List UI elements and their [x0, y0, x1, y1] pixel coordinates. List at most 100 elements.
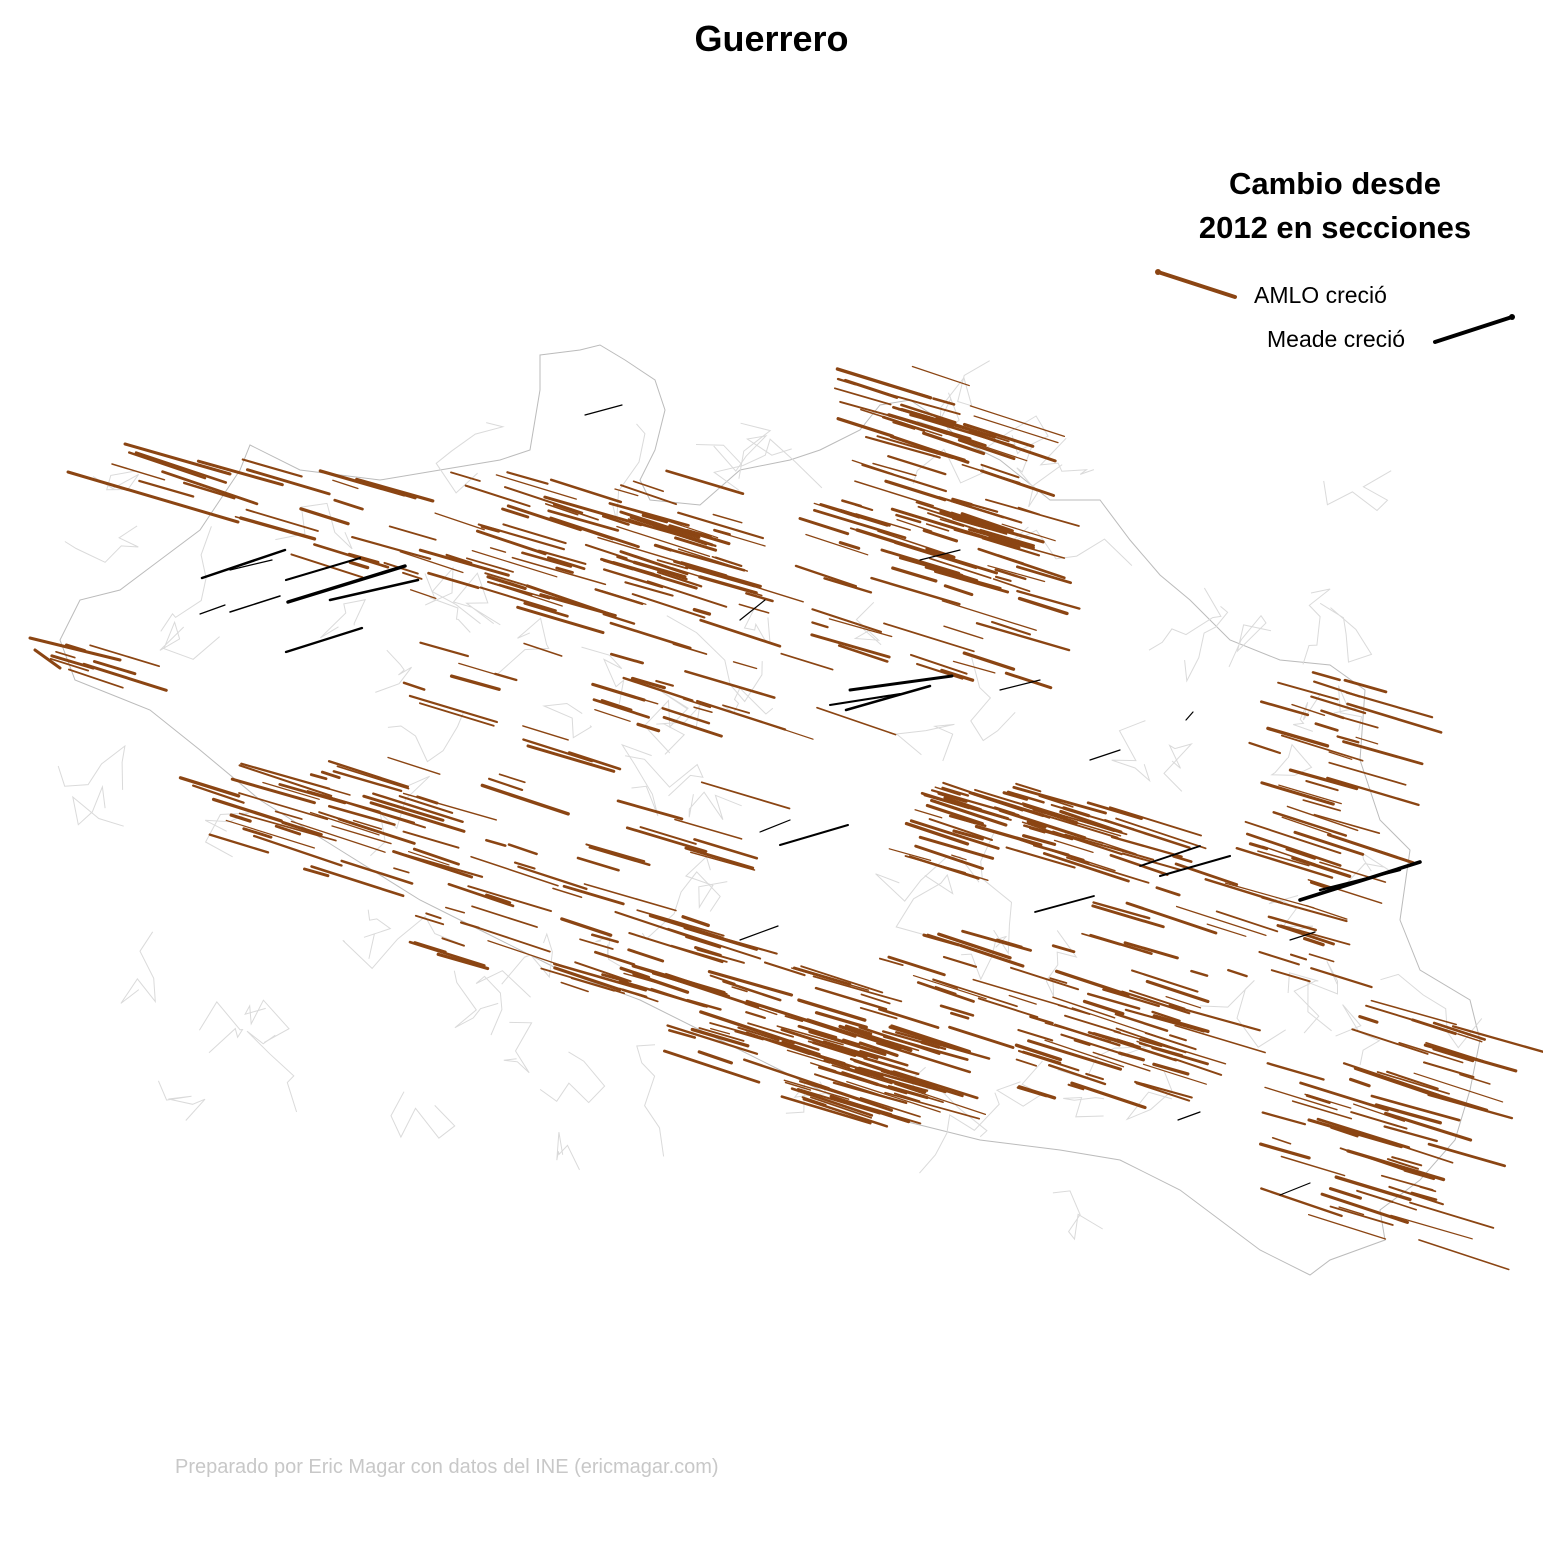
amlo-arrow [943, 584, 974, 597]
amlo-arrow [849, 527, 902, 545]
amlo-arrow [1145, 979, 1210, 1004]
amlo-arrow [994, 568, 1027, 581]
amlo-arrow [694, 946, 722, 957]
section-boundary [625, 755, 704, 797]
amlo-arrow [878, 957, 904, 967]
section-boundary [375, 649, 412, 693]
amlo-arrow [763, 961, 806, 977]
amlo-arrow [880, 1069, 964, 1098]
amlo-arrow [797, 998, 867, 1022]
amlo-arrow [1042, 852, 1130, 883]
amlo-arrow [494, 672, 518, 682]
amlo-arrow [49, 657, 90, 672]
amlo-arrow [681, 915, 710, 928]
amlo-arrow [1338, 1206, 1365, 1216]
meade-arrow [1318, 868, 1402, 892]
legend-amlo-label: AMLO creció [1254, 282, 1387, 308]
credit-note: Preparado por Eric Magar con datos del I… [175, 1456, 719, 1478]
amlo-arrow [911, 365, 970, 387]
amlo-arrow [932, 397, 956, 406]
amlo-arrow [925, 523, 950, 532]
amlo-arrow [425, 912, 442, 920]
amlo-arrow [485, 893, 512, 905]
amlo-arrow [1307, 1213, 1387, 1240]
amlo-arrow [646, 580, 728, 608]
meade-arrow [1158, 854, 1232, 878]
amlo-arrow [619, 510, 701, 539]
amlo-arrow [601, 514, 630, 526]
amlo-arrow [1390, 1214, 1473, 1240]
amlo-arrow [684, 846, 755, 870]
amlo-arrow [1351, 1028, 1429, 1055]
section-boundary [1163, 743, 1193, 792]
meade-arrow [229, 559, 273, 571]
legend-meade-label: Meade creció [1267, 326, 1406, 352]
amlo-arrow [1134, 1080, 1193, 1099]
section-boundary [1111, 720, 1151, 783]
amlo-arrow [332, 770, 403, 793]
amlo-arrow [470, 855, 559, 887]
amlo-arrow [942, 955, 978, 968]
amlo-arrow [402, 571, 423, 580]
amlo-arrow [337, 817, 416, 845]
amlo-arrow [418, 702, 495, 727]
amlo-arrow [700, 781, 791, 810]
amlo-arrow [1288, 768, 1359, 791]
amlo-arrow [1277, 681, 1339, 701]
amlo-arrow [560, 917, 613, 937]
legend-amlo-key [1156, 270, 1237, 299]
amlo-arrow [1092, 901, 1151, 920]
amlo-arrow [860, 408, 943, 437]
amlo-arrow [860, 993, 891, 1005]
amlo-arrow [506, 471, 549, 485]
amlo-arrow [1388, 1185, 1444, 1206]
amlo-arrow [1345, 691, 1434, 719]
section-boundary [159, 620, 220, 660]
amlo-arrow [1386, 1070, 1439, 1090]
amlo-arrow [1349, 1077, 1371, 1088]
amlo-arrow [928, 557, 992, 579]
section-boundary [985, 415, 1049, 455]
amlo-arrow [576, 856, 620, 872]
section-boundary [1039, 437, 1095, 475]
amlo-arrow [242, 827, 273, 839]
amlo-arrow [809, 1096, 873, 1119]
amlo-arrow [618, 987, 659, 1003]
amlo-arrow [996, 938, 1023, 948]
amlo-arrow [781, 1040, 821, 1056]
amlo-arrow [674, 818, 743, 840]
amlo-arrow [414, 914, 445, 926]
amlo-arrow [480, 524, 501, 533]
amlo-arrow [798, 517, 850, 536]
section-boundary [424, 573, 471, 633]
amlo-arrow [238, 764, 333, 797]
amlo-arrow [914, 844, 984, 870]
amlo-arrow [641, 513, 669, 524]
section-boundary [204, 812, 249, 858]
amlo-arrow [1047, 1063, 1107, 1086]
amlo-arrow [682, 697, 712, 709]
amlo-arrow [791, 967, 870, 991]
amlo-arrow [888, 1085, 929, 1100]
amlo-arrow [957, 438, 1016, 461]
amlo-arrow [896, 518, 933, 532]
section-boundary [496, 617, 550, 675]
section-boundary [919, 1092, 1000, 1174]
amlo-arrow [1320, 1192, 1409, 1224]
amlo-arrow [973, 415, 1059, 444]
amlo-arrow [673, 559, 762, 588]
amlo-arrow [1267, 915, 1317, 932]
amlo-arrow [698, 575, 758, 595]
amlo-arrow [1329, 1205, 1394, 1226]
amlo-arrow [1113, 1030, 1187, 1054]
amlo-arrow [313, 543, 390, 569]
amlo-arrow [697, 1050, 733, 1065]
amlo-arrow [843, 378, 899, 399]
section-boundary [1148, 587, 1222, 651]
amlo-arrow [854, 1068, 927, 1094]
amlo-arrow [594, 950, 636, 966]
legend-keys [1155, 269, 1515, 344]
amlo-arrow [1383, 1125, 1438, 1143]
amlo-arrow [977, 547, 1066, 580]
amlo-arrow [802, 1097, 889, 1128]
